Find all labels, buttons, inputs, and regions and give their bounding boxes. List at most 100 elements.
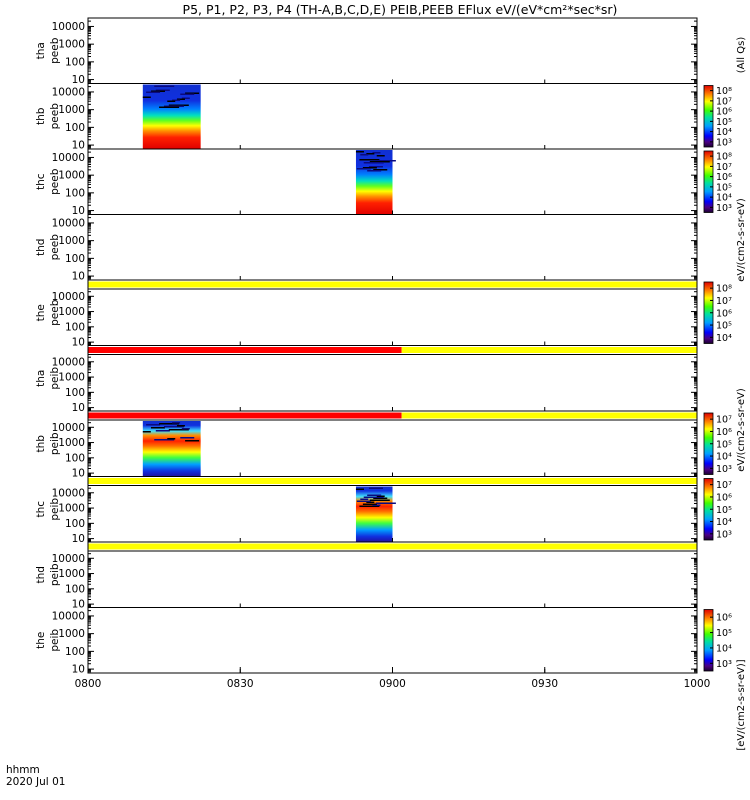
panel-tha-peeb: 10 100 1000 10000 tha peeb [35,17,698,86]
burst-stripe [185,440,200,442]
x-tick-label: 0830 [227,678,254,690]
x-tick-label: 0900 [379,678,406,690]
burst-stripe [360,154,369,156]
y-tick-label: 10000 [52,217,85,229]
panel-frame [87,541,698,608]
panel-frame [87,607,698,674]
burst-stripe [359,159,380,161]
colorbar-tick-label: 10⁸ [716,284,732,295]
y-tick-label: 1000 [58,372,85,384]
burst-stripe [176,425,185,427]
burst-stripe [363,496,384,498]
colorbar-tick-label: 10⁷ [716,162,732,173]
y-tick-label: 1000 [58,104,85,116]
panel-product-label: peib [49,367,61,390]
colorbar-tick-label: 10⁴ [716,452,732,463]
burst-stripe [376,495,385,497]
burst-stripe [154,439,175,441]
panel-the-peeb: 10 100 1000 10000 the peeb [35,279,698,349]
colorbar-tick-label: 10⁷ [716,480,732,491]
y-tick-label: 1000 [58,39,85,51]
colorbar-tick-label: 10⁴ [716,643,732,654]
y-tick-label: 10000 [52,152,85,164]
colorbar-tick-label: 10⁷ [716,96,732,107]
colorbar-tick-label: 10⁵ [716,117,732,128]
y-tick-label: 10000 [52,487,85,499]
x-axis: 0800 0830 0900 0930 1000 [75,667,710,690]
colorbar-tick-label: 10³ [716,659,732,670]
flag-segment [88,281,697,288]
panel-thd-peib: 10 100 1000 10000 thd peib [35,541,698,611]
x-tick-label: 0930 [531,678,558,690]
y-tick-label: 100 [65,321,85,333]
panel-product-label: peeb [49,37,61,64]
burst-stripe [356,500,371,502]
burst-stripe [372,152,381,154]
panel-thc-peib: 10 100 1000 10000 thc peib [35,476,698,545]
burst-stripe [367,170,382,172]
colorbar-title-units: eV/(cm2-s-sr-eV) [736,198,747,282]
panel-probe-label: thc [35,501,47,518]
burst-stripe [172,99,181,101]
burst-stripe [159,423,180,425]
burst-stripe [154,85,175,87]
burst-stripe [362,503,377,505]
burst-stripe [159,106,180,108]
y-tick-label: 1000 [58,568,85,580]
y-tick-label: 10 [72,74,85,86]
burst-stripe [167,100,176,102]
burst-stripe [168,104,189,106]
colorbar-tick-label: 10⁷ [716,415,732,426]
y-tick-label: 100 [65,187,85,199]
burst-stripe [366,153,375,155]
burst-stripe [355,151,364,153]
colorbar-tick-label: 10⁶ [716,613,732,624]
colorbar-tick-label: 10⁵ [716,182,732,193]
burst-stripe [372,504,381,506]
colorbar-gradient [703,609,714,672]
colorbar-tick-label: 10⁵ [716,439,732,450]
burst-stripe [181,428,190,430]
colorbar-title-all-qs: (All Qs) [736,37,747,74]
y-tick-label: 10 [72,140,85,152]
y-tick-label: 100 [65,583,85,595]
panel-product-label: peib [49,629,61,652]
date-label: 2020 Jul 01 [6,776,65,788]
colorbar-tick-label: 10⁶ [716,107,732,118]
colorbar-title-units-bottom: [eV/(cm2-s-sr-eV)] [736,659,747,750]
flag-segment [401,347,697,353]
panel-frame [87,345,698,412]
panel-tha-peib: 10 100 1000 10000 tha peib [35,345,698,414]
burst-stripe [363,162,384,164]
y-tick-label: 1000 [58,170,85,182]
flag-segment [88,347,402,353]
y-tick-label: 1000 [58,235,85,247]
panel-probe-label: thb [35,435,47,453]
y-tick-label: 10 [72,599,85,611]
burst-stripe [369,161,390,163]
burst-stripe [167,438,176,440]
y-tick-label: 10000 [52,86,85,98]
figure-title: P5, P1, P2, P3, P4 (TH-A,B,C,D,E) PEIB,P… [183,2,618,17]
colorbar-tick-label: 10⁵ [716,321,732,332]
colorbar-tick-label: 10⁶ [716,492,732,503]
panel-probe-label: thc [35,173,47,190]
y-tick-label: 10000 [52,21,85,33]
burst-stripe [375,160,396,162]
y-tick-label: 10 [72,468,85,480]
colorbar-tick-label: 10³ [716,529,732,540]
y-tick-label: 10000 [52,356,85,368]
colorbar-tick-label: 10⁷ [716,296,732,307]
y-tick-label: 1000 [58,437,85,449]
burst-stripe [146,91,161,93]
burst-stripe [360,498,369,500]
flag-segment [88,543,697,550]
burst-stripe [176,98,185,100]
burst-stripe [168,429,189,431]
colorbar-tick-label: 10⁸ [716,86,732,97]
